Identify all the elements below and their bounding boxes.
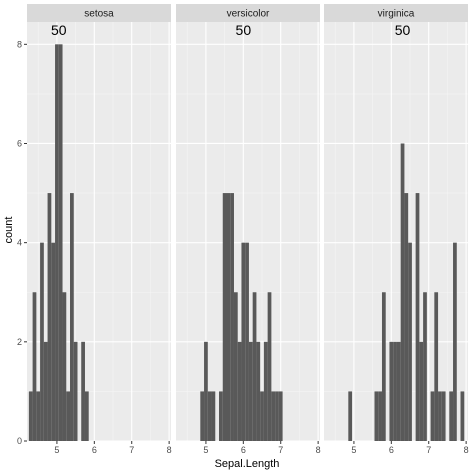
y-tick-label: 6 — [17, 138, 22, 148]
histogram-bar — [430, 391, 435, 441]
histogram-bar — [438, 391, 442, 441]
facet-panel-setosa: setosa 50 5 6 7 8 — [27, 4, 172, 455]
histogram-bar — [233, 292, 238, 441]
histogram-bar — [400, 143, 405, 441]
histogram-bar — [230, 193, 234, 441]
x-tick-label: 7 — [426, 445, 431, 455]
histogram-bar — [40, 242, 44, 441]
histogram-bar — [348, 391, 353, 441]
y-tick-label: 0 — [17, 436, 22, 446]
histogram-bar — [256, 341, 261, 441]
histogram-bar — [263, 341, 268, 441]
histogram-bar — [36, 391, 41, 441]
histogram-bar — [73, 341, 78, 441]
x-tick-label: 8 — [316, 445, 321, 455]
histogram-bars — [28, 44, 89, 442]
histogram-bar — [393, 341, 397, 441]
histogram-bar — [66, 391, 71, 441]
x-tick-label: 5 — [54, 445, 59, 455]
histogram-bar — [278, 391, 283, 441]
histogram-bar — [404, 193, 409, 441]
facet-panel-versicolor: versicolor 50 5 6 7 8 — [176, 4, 321, 455]
facet-strip — [176, 4, 320, 22]
x-tick-label: 8 — [464, 445, 469, 455]
histogram-bar — [47, 193, 52, 441]
y-axis: 0 2 4 6 8 — [17, 39, 27, 446]
facet-strip — [324, 4, 468, 22]
histogram-bar — [389, 341, 394, 441]
histogram-bar — [58, 44, 63, 442]
histogram-bar — [200, 391, 205, 441]
histogram-bar — [62, 292, 67, 441]
y-tick-label: 2 — [17, 337, 22, 347]
y-tick-label: 8 — [17, 39, 22, 49]
histogram-bar — [226, 193, 231, 441]
histogram-bar — [419, 341, 424, 441]
histogram-bar — [381, 292, 386, 441]
histogram-bar — [207, 391, 212, 441]
histogram-bar — [434, 292, 439, 441]
facet-panel-virginica: virginica 50 5 6 7 8 — [324, 4, 469, 455]
x-tick-label: 7 — [278, 445, 283, 455]
histogram-bar — [441, 391, 446, 441]
x-tick-label: 6 — [389, 445, 394, 455]
histogram-bar — [237, 341, 242, 441]
histogram-bar — [460, 391, 465, 441]
histogram-bar — [51, 242, 56, 441]
histogram-bar — [81, 341, 85, 441]
x-tick-label: 5 — [203, 445, 208, 455]
x-tick-label: 6 — [92, 445, 97, 455]
histogram-bar — [449, 391, 454, 441]
histogram-bar — [55, 44, 59, 442]
histogram-bar — [32, 292, 37, 441]
histogram-bar — [415, 193, 420, 441]
x-tick-label: 6 — [241, 445, 246, 455]
histogram-bar — [84, 391, 89, 441]
histogram-bar — [245, 242, 249, 441]
y-axis-title: count — [3, 217, 15, 244]
histogram-bar — [267, 292, 272, 441]
histogram-bar — [219, 391, 223, 441]
x-tick-label: 7 — [129, 445, 134, 455]
y-tick-label: 4 — [17, 238, 22, 248]
facet-strip-label: versicolor — [227, 9, 270, 20]
histogram-bar — [211, 391, 216, 441]
x-tick-label: 8 — [167, 445, 172, 455]
histogram-bar — [396, 341, 401, 441]
histogram-bar — [271, 391, 276, 441]
facet-strip — [27, 4, 171, 22]
facet-panels: setosa 50 5 6 7 8 versicolor 50 5 6 7 8 virginica 50 5… — [27, 4, 469, 455]
histogram-bar — [260, 391, 264, 441]
histogram-bars — [200, 193, 283, 441]
histogram-bar — [423, 292, 427, 441]
histogram-bar — [453, 242, 457, 441]
histogram-bar — [241, 242, 246, 441]
histogram-bar — [374, 391, 379, 441]
histogram-bars — [348, 143, 465, 441]
count-annotation: 50 — [395, 22, 411, 38]
x-tick-label: 5 — [351, 445, 356, 455]
histogram-bar — [204, 341, 208, 441]
histogram-bar — [378, 391, 382, 441]
count-annotation: 50 — [51, 22, 67, 38]
histogram-bar — [43, 341, 48, 441]
histogram-bar — [248, 341, 253, 441]
histogram-bar — [28, 391, 33, 441]
histogram-bar — [70, 193, 74, 441]
histogram-bar — [222, 193, 227, 441]
histogram-bar — [275, 391, 279, 441]
histogram-bar — [252, 292, 257, 441]
histogram-bar — [408, 242, 412, 441]
facet-strip-label: setosa — [84, 9, 114, 20]
count-annotation: 50 — [236, 22, 252, 38]
facet-strip-label: virginica — [378, 9, 415, 20]
x-axis-title: Sepal.Length — [215, 458, 280, 470]
